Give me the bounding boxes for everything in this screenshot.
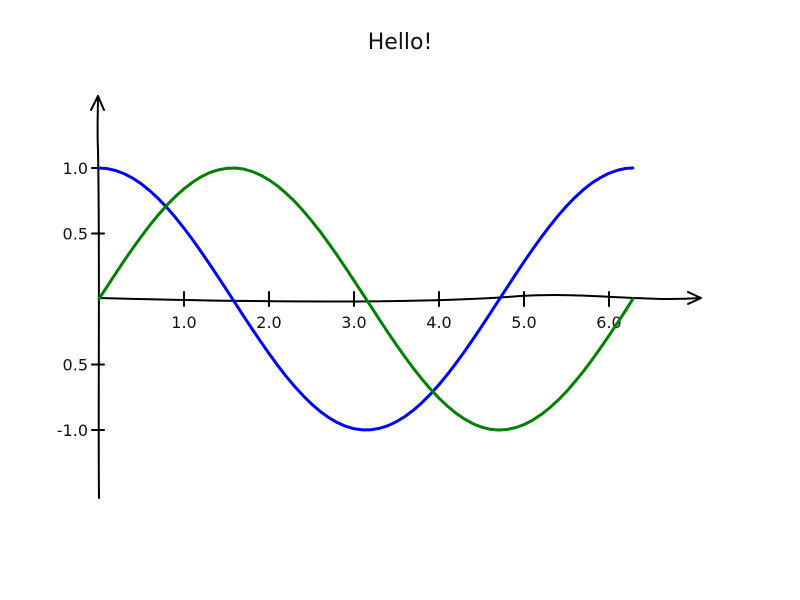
series-layer <box>97 166 635 432</box>
y-tick-label: -1.0 <box>57 421 88 440</box>
y-axis-arrowhead <box>90 95 105 111</box>
y-axis-line <box>96 95 100 499</box>
series-line-1 <box>97 166 635 432</box>
x-tick-label: 3.0 <box>341 313 366 332</box>
x-tick-label: 5.0 <box>511 313 536 332</box>
x-tick-label: 4.0 <box>426 313 451 332</box>
ticks: 1.0 2.0 3.0 4.0 5.0 6.01.00.50.5-1.0 <box>57 159 622 440</box>
y-tick-label: 1.0 <box>63 159 88 178</box>
y-tick-label: 0.5 <box>63 225 88 244</box>
x-axis-arrowhead <box>687 291 702 305</box>
chart-title: Hello! <box>368 30 433 55</box>
x-tick-label: 2.0 <box>256 313 281 332</box>
series-line-2 <box>97 166 635 432</box>
x-tick-label: 1.0 <box>171 313 196 332</box>
y-tick-label: 0.5 <box>63 356 88 375</box>
